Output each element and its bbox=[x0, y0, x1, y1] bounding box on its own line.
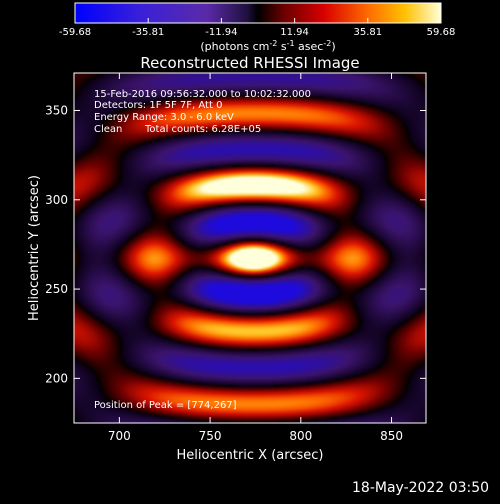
annotation-method: Clean bbox=[94, 124, 122, 135]
colorbar-tick-label: -11.94 bbox=[205, 27, 237, 38]
x-tick-label: 750 bbox=[199, 429, 222, 443]
colorbar-ticks: -59.68 -35.81 -11.94 11.94 35.81 59.68 bbox=[59, 18, 455, 38]
colorbar: -59.68 -35.81 -11.94 11.94 35.81 59.68 (photo… bbox=[59, 2, 455, 53]
footer-timestamp: 18-May-2022 03:50 bbox=[352, 480, 490, 496]
heatmap-image bbox=[74, 73, 426, 423]
x-tick-label: 800 bbox=[289, 429, 312, 443]
colorbar-tick-label: -59.68 bbox=[59, 27, 91, 38]
colorbar-tick-label: 11.94 bbox=[280, 27, 309, 38]
annotation-peak: Position of Peak = [774,267] bbox=[94, 400, 237, 411]
axis-ticks: 700 750 800 850 200 250 300 350 bbox=[45, 73, 426, 443]
y-axis-label: Heliocentric Y (arcsec) bbox=[27, 175, 42, 321]
plot-area: 700 750 800 850 200 250 300 350 bbox=[45, 72, 427, 443]
annotation-detectors: Detectors: 1F 5F 7F, Att 0 bbox=[94, 100, 222, 111]
x-tick-label: 700 bbox=[108, 429, 131, 443]
annotation-energy: Energy Range: 3.0 - 6.0 keV bbox=[94, 112, 234, 123]
annotation-time-range: 15-Feb-2016 09:56:32.000 to 10:02:32.000 bbox=[94, 89, 311, 100]
colorbar-tick-label: 59.68 bbox=[427, 27, 456, 38]
x-tick-label: 850 bbox=[380, 429, 403, 443]
x-axis-label: Heliocentric X (arcsec) bbox=[177, 448, 324, 463]
colorbar-tick-label: -35.81 bbox=[132, 27, 164, 38]
y-tick-label: 200 bbox=[45, 371, 68, 385]
y-tick-label: 350 bbox=[45, 104, 68, 118]
plot-annotations: 15-Feb-2016 09:56:32.000 to 10:02:32.000… bbox=[94, 89, 311, 411]
colorbar-unit-label: (photons cm-2 s-1 asec-2) bbox=[200, 39, 335, 53]
plot-frame bbox=[73, 72, 427, 424]
chart-title: Reconstructed RHESSI Image bbox=[140, 54, 359, 72]
y-tick-label: 300 bbox=[45, 193, 68, 207]
y-tick-label: 250 bbox=[45, 282, 68, 296]
colorbar-gradient bbox=[74, 2, 442, 24]
annotation-total-counts: Total counts: 6.28E+05 bbox=[144, 124, 261, 135]
colorbar-tick-label: 35.81 bbox=[353, 27, 382, 38]
